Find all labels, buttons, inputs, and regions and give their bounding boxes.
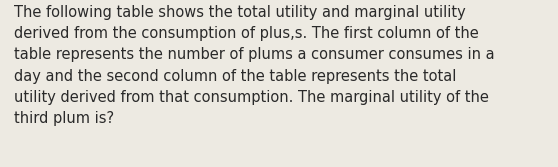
Text: The following table shows the total utility and marginal utility
derived from th: The following table shows the total util… (14, 5, 494, 126)
